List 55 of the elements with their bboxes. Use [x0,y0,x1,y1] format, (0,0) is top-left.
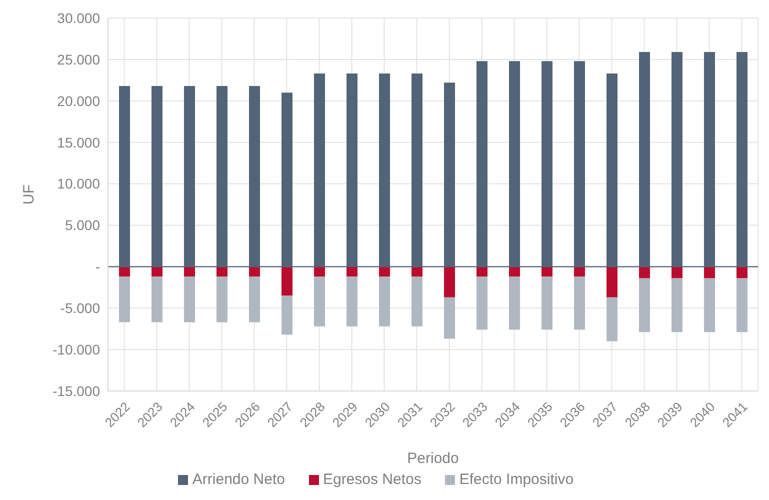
bar [574,276,585,330]
bar [444,297,455,339]
bar [542,266,552,277]
bar [639,278,650,332]
bar [152,276,162,322]
x-axis-title: Periodo [407,450,459,467]
bar [509,266,520,277]
bar [119,276,130,322]
y-tick-label: 30.000 [57,10,100,26]
y-tick-label: 10.000 [57,176,100,192]
bar [282,296,292,335]
bar [346,266,358,277]
bar [216,266,228,277]
bar [639,266,650,278]
bar [476,266,488,277]
bar [152,266,162,277]
bar [314,276,325,326]
bar [249,276,260,322]
bar [606,297,618,342]
bar [736,278,748,332]
y-tick-label: 15.000 [57,134,100,150]
bar [704,278,715,332]
bar [216,276,228,322]
bar [249,266,260,277]
bar [574,266,585,277]
y-tick-label: - [95,258,100,275]
bar [379,276,390,326]
y-tick-label: 20.000 [57,92,100,109]
y-axis-title: UF [20,184,38,204]
bar [509,276,520,330]
bar [606,266,618,298]
bar [346,276,358,326]
bar [119,266,130,277]
bar [412,276,422,326]
bar [412,266,422,277]
y-tick-label: 25.000 [57,51,100,68]
y-tick-label: -15.000 [52,382,100,399]
legend-label: Arriendo Neto [192,471,285,488]
bar [672,278,682,332]
bar [476,276,488,330]
bar [704,266,715,278]
y-tick-label: -10.000 [52,342,100,358]
legend-label: Egresos Netos [322,471,422,488]
bar [444,266,455,298]
bar [379,266,390,277]
bar [184,276,195,322]
bar [282,266,292,296]
bar [672,266,682,278]
y-tick-label: 5.000 [64,217,100,234]
bar [736,266,748,278]
legend-label: Efecto Impositivo [459,471,574,488]
bar [314,266,325,277]
bar [184,266,195,277]
y-tick-label: -5.000 [60,300,100,316]
bar [542,276,552,330]
